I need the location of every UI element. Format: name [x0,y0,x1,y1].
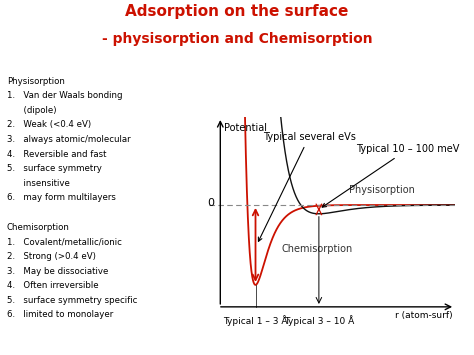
Text: 5.   surface symmetry specific: 5. surface symmetry specific [7,296,137,305]
Text: 1.   Van der Waals bonding: 1. Van der Waals bonding [7,91,122,100]
Text: 2.   Weak (<0.4 eV): 2. Weak (<0.4 eV) [7,120,91,129]
Text: 5.   surface symmetry: 5. surface symmetry [7,164,101,173]
Text: 3.   always atomic/molecular: 3. always atomic/molecular [7,135,130,144]
Text: 0: 0 [208,198,214,208]
Text: Typical 1 – 3 Å: Typical 1 – 3 Å [223,315,288,326]
Text: 6.   limited to monolayer: 6. limited to monolayer [7,310,113,320]
Text: 4.   Reversible and fast: 4. Reversible and fast [7,149,106,159]
Text: Potential: Potential [224,123,267,133]
Text: (dipole): (dipole) [7,106,56,115]
Text: Physisorption: Physisorption [7,77,64,86]
Text: 2.   Strong (>0.4 eV): 2. Strong (>0.4 eV) [7,252,96,261]
Text: 6.   may form multilayers: 6. may form multilayers [7,193,116,202]
Text: Typical 3 – 10 Å: Typical 3 – 10 Å [284,315,354,326]
Text: insensitive: insensitive [7,179,70,188]
Text: Typical 10 – 100 meV: Typical 10 – 100 meV [322,144,460,207]
Text: Chemisorption: Chemisorption [282,244,353,254]
Text: 1.   Covalent/metallic/ionic: 1. Covalent/metallic/ionic [7,237,122,246]
Text: r (atom-surf): r (atom-surf) [395,311,453,320]
Text: Chemisorption: Chemisorption [7,223,70,232]
Text: - physisorption and Chemisorption: - physisorption and Chemisorption [102,32,372,46]
Text: Adsorption on the surface: Adsorption on the surface [125,4,349,18]
Text: Typical several eVs: Typical several eVs [258,132,356,241]
Text: 4.   Often irreversible: 4. Often irreversible [7,281,99,290]
Text: Physisorption: Physisorption [349,185,415,195]
Text: 3.   May be dissociative: 3. May be dissociative [7,267,108,275]
